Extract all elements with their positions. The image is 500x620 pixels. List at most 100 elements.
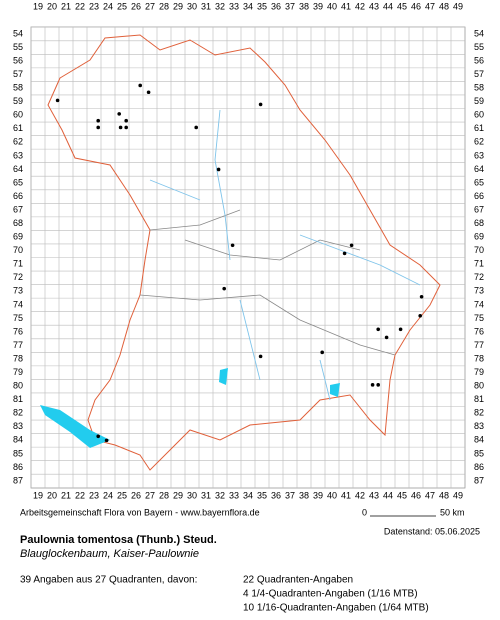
col-label: 19 (33, 490, 43, 500)
row-label: 86 (13, 462, 23, 472)
points (55, 83, 424, 443)
row-label: 64 (474, 164, 484, 174)
row-label: 64 (13, 164, 23, 174)
detail: 4 1/4-Quadranten-Angaben (1/16 MTB) (243, 589, 418, 600)
row-label: 57 (474, 69, 484, 79)
row-label: 70 (474, 245, 484, 255)
row-label: 55 (13, 42, 23, 52)
row-label: 55 (474, 42, 484, 52)
row-label: 73 (474, 286, 484, 296)
record-point (118, 125, 123, 130)
date: Datenstand: 05.06.2025 (384, 526, 480, 536)
col-label: 47 (425, 490, 435, 500)
record-point (146, 90, 151, 95)
record-point (117, 112, 121, 116)
row-label: 65 (474, 177, 484, 187)
col-label: 22 (75, 490, 85, 500)
row-label: 87 (474, 475, 484, 485)
col-label: 35 (257, 490, 267, 500)
col-label: 23 (89, 1, 99, 11)
record-point (419, 294, 424, 299)
col-label: 44 (383, 1, 393, 11)
row-label: 67 (474, 204, 484, 214)
source: Arbeitsgemeinschaft Flora von Bayern - w… (20, 507, 260, 517)
col-label: 24 (103, 490, 113, 500)
col-label: 38 (299, 490, 309, 500)
col-label: 49 (453, 490, 463, 500)
row-label: 68 (13, 218, 23, 228)
record-point (418, 313, 423, 318)
row-label: 69 (13, 232, 23, 242)
summary: 39 Angaben aus 27 Quadranten, davon: (20, 575, 197, 586)
col-label: 26 (131, 490, 141, 500)
col-label: 45 (397, 490, 407, 500)
record-point (342, 251, 347, 256)
col-label: 23 (89, 490, 99, 500)
col-label: 34 (243, 490, 253, 500)
col-label: 33 (229, 1, 239, 11)
col-label: 28 (159, 490, 169, 500)
row-label: 56 (13, 55, 23, 65)
common-name: Blauglockenbaum, Kaiser-Paulownie (20, 548, 199, 560)
col-label: 31 (201, 1, 211, 11)
row-label: 80 (13, 381, 23, 391)
col-label: 29 (173, 1, 183, 11)
record-point (104, 438, 109, 443)
record-point (222, 286, 226, 291)
row-label: 70 (13, 245, 23, 255)
col-label: 37 (285, 490, 295, 500)
row-label: 71 (13, 259, 23, 269)
col-label: 25 (117, 1, 127, 11)
row-label: 85 (13, 448, 23, 458)
row-label: 66 (13, 191, 23, 201)
row-label: 62 (13, 137, 23, 147)
col-label: 28 (159, 1, 169, 11)
row-label: 77 (474, 340, 484, 350)
lake (40, 405, 110, 448)
record-point (320, 350, 325, 355)
col-label: 49 (453, 1, 463, 11)
col-label: 39 (313, 1, 323, 11)
row-label: 58 (13, 83, 23, 93)
col-label: 44 (383, 490, 393, 500)
col-label: 20 (47, 1, 57, 11)
row-label: 85 (474, 448, 484, 458)
record-point (398, 327, 403, 332)
row-label: 74 (474, 299, 484, 309)
row-label: 62 (474, 137, 484, 147)
col-label: 21 (61, 490, 71, 500)
row-label: 78 (474, 353, 484, 363)
row-label: 68 (474, 218, 484, 228)
record-point (194, 125, 198, 130)
record-point (55, 98, 60, 103)
row-label: 79 (13, 367, 23, 377)
record-point (349, 243, 354, 248)
col-label: 36 (271, 1, 281, 11)
col-label: 43 (369, 490, 379, 500)
row-label: 61 (474, 123, 484, 133)
record-point (376, 327, 381, 332)
row-label: 57 (13, 69, 23, 79)
col-label: 27 (145, 490, 155, 500)
scale-start: 0 (362, 507, 367, 517)
scale-end: 50 km (440, 507, 465, 517)
row-label: 60 (13, 110, 23, 120)
col-label: 19 (33, 1, 43, 11)
row-label: 78 (13, 353, 23, 363)
row-label: 58 (474, 83, 484, 93)
record-point (96, 125, 100, 130)
row-label: 61 (13, 123, 23, 133)
col-label: 32 (215, 1, 225, 11)
col-label: 45 (397, 1, 407, 11)
col-label: 40 (327, 490, 337, 500)
col-label: 34 (243, 1, 253, 11)
row-label: 80 (474, 381, 484, 391)
row-label: 59 (13, 96, 23, 106)
col-label: 41 (341, 490, 351, 500)
col-label: 22 (75, 1, 85, 11)
row-label: 56 (474, 55, 484, 65)
record-point (124, 125, 128, 130)
row-label: 71 (474, 259, 484, 269)
col-label: 25 (117, 490, 127, 500)
